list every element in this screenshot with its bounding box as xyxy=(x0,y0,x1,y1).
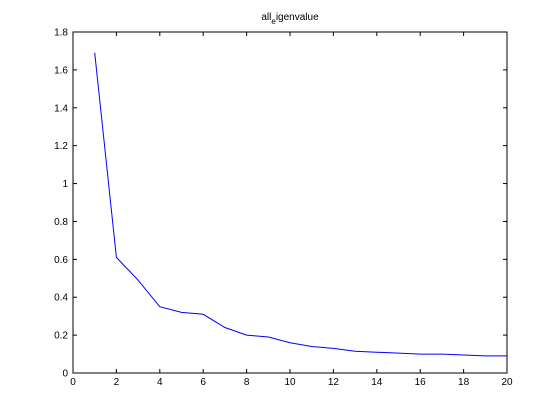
title-rest: igenvalue xyxy=(276,12,319,23)
x-tick-label: 14 xyxy=(371,377,383,388)
title-main: all xyxy=(261,12,271,23)
y-tick-label: 1.4 xyxy=(54,103,68,114)
y-tick-label: 1.8 xyxy=(54,28,68,39)
y-tick-label: 0.8 xyxy=(54,217,68,228)
y-tick-label: 1 xyxy=(62,179,68,190)
x-axis: 0 2 4 6 8 10 12 14 16 18 20 xyxy=(70,32,513,388)
x-tick-label: 0 xyxy=(70,377,76,388)
title-subscript: e xyxy=(271,17,276,26)
y-tick-label: 0.6 xyxy=(54,255,68,266)
y-tick-label: 0 xyxy=(62,369,68,380)
x-tick-label: 8 xyxy=(244,377,250,388)
plot-area xyxy=(72,31,508,374)
y-tick-label: 0.2 xyxy=(54,331,68,342)
chart-title: alleigenvalue xyxy=(261,12,319,26)
y-tick-label: 1.6 xyxy=(54,65,68,76)
x-tick-label: 2 xyxy=(114,377,120,388)
x-tick-label: 4 xyxy=(157,377,163,388)
y-tick-label: 1.2 xyxy=(54,141,68,152)
x-tick-label: 16 xyxy=(415,377,427,388)
x-tick-label: 20 xyxy=(501,377,513,388)
x-tick-label: 6 xyxy=(200,377,206,388)
x-tick-label: 18 xyxy=(458,377,470,388)
y-axis: 0 0.2 0.4 0.6 0.8 1 1.2 1.4 1.6 1.8 xyxy=(54,28,507,380)
x-tick-label: 10 xyxy=(284,377,296,388)
eigenvalue-series-line xyxy=(94,52,507,357)
x-tick-label: 12 xyxy=(328,377,340,388)
y-tick-label: 0.4 xyxy=(54,293,68,304)
series-layer xyxy=(94,52,507,357)
